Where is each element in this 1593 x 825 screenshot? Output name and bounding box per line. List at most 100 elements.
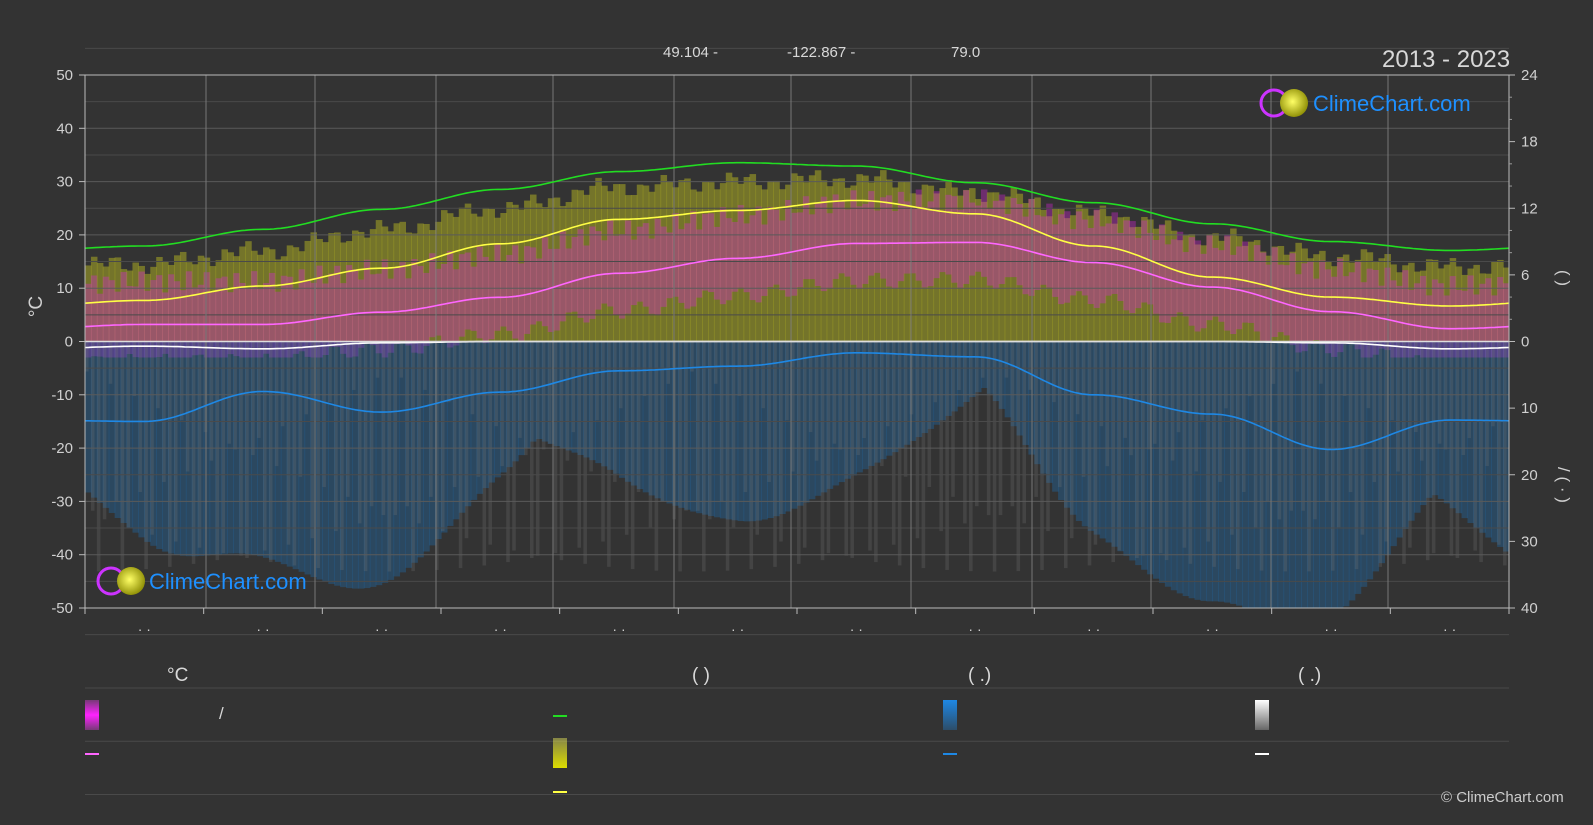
temp-range-strip: [446, 250, 454, 348]
sunshine-band-strip: [304, 240, 312, 342]
rain-strip: [144, 341, 151, 542]
rain-strip: [1099, 341, 1107, 539]
rain-strip: [423, 341, 430, 552]
snow-strip: [559, 341, 564, 561]
snow-strip: [642, 341, 647, 397]
logo-text[interactable]: ClimeChart.com: [1313, 91, 1471, 116]
snow-strip: [666, 341, 671, 384]
snow-strip: [743, 341, 748, 493]
temp-range-strip: [1420, 275, 1427, 358]
snow-strip: [1307, 341, 1311, 572]
rain-strip: [909, 341, 917, 441]
temp-range-strip: [530, 247, 537, 325]
sunshine-band-strip: [660, 175, 668, 342]
rain-strip: [227, 341, 234, 554]
snow-strip: [915, 341, 920, 539]
temp-range-strip: [108, 280, 116, 358]
snow-strip: [814, 341, 819, 461]
rain-strip: [1188, 341, 1196, 599]
rain-strip: [292, 341, 300, 570]
rain-strip: [951, 341, 958, 412]
sunshine-band-strip: [559, 206, 567, 342]
snow-strip: [1336, 341, 1341, 528]
rain-strip: [239, 341, 246, 554]
temp-range-strip: [702, 213, 709, 291]
sunshine-band-strip: [1158, 225, 1166, 342]
rain-strip: [1414, 341, 1421, 513]
rain-strip: [197, 341, 205, 556]
logo-text-bottom[interactable]: ClimeChart.com: [149, 569, 307, 594]
sunshine-band-strip: [785, 184, 792, 342]
sunshine-band-strip: [185, 262, 193, 342]
sunshine-band-strip: [891, 187, 899, 342]
sunshine-band-strip: [1366, 252, 1374, 342]
snow-strip: [773, 341, 777, 567]
snow-strip: [565, 341, 570, 461]
snow-strip: [1099, 341, 1104, 427]
temp-range-strip: [518, 263, 525, 341]
snow-strip: [85, 341, 89, 372]
y-tick-label-left: 30: [56, 174, 73, 191]
temp-range-strip: [951, 196, 958, 283]
sunshine-band-strip: [1064, 218, 1071, 342]
y-tick-label-right-hours: 24: [1521, 67, 1538, 84]
rain-strip: [1182, 341, 1190, 597]
temp-range-strip: [1366, 268, 1374, 358]
sunshine-band-strip: [114, 257, 122, 342]
temp-range-strip: [375, 273, 383, 354]
temp-range-strip: [814, 202, 822, 286]
temp-range-strip: [1064, 211, 1071, 303]
y-tick-label-left: -40: [51, 547, 73, 564]
sunshine-band-strip: [1135, 226, 1142, 342]
sunshine-band-strip: [630, 195, 638, 342]
sunshine-band-strip: [1461, 274, 1469, 342]
temp-range-strip: [1390, 280, 1397, 358]
sunshine-band-strip: [613, 184, 620, 342]
temp-range-strip: [1129, 221, 1136, 314]
sunshine-band-strip: [464, 203, 472, 342]
rain-strip: [488, 341, 495, 483]
temp-range-strip: [1372, 269, 1380, 355]
logo-top: [1259, 88, 1308, 118]
sunshine-band-strip: [500, 212, 507, 342]
sunshine-band-strip: [352, 230, 359, 342]
snow-strip: [1455, 341, 1460, 558]
rain-strip: [1105, 341, 1113, 543]
snow-strip: [1028, 341, 1032, 390]
sunshine-band-strip: [429, 230, 436, 342]
snow-strip: [1372, 341, 1377, 483]
temp-range-strip: [939, 210, 946, 273]
rain-strip: [1396, 341, 1403, 538]
snow-strip: [405, 341, 409, 507]
y-tick-label-right-hours: 0: [1521, 334, 1529, 351]
snow-strip: [316, 341, 320, 569]
sunshine-band-strip: [1420, 270, 1427, 342]
snow-strip: [298, 341, 303, 477]
sunshine-band-strip: [832, 178, 840, 342]
snow-strip: [1467, 341, 1472, 439]
sunshine-band-strip: [915, 194, 923, 342]
temp-range-strip: [678, 229, 685, 303]
rain-strip: [619, 341, 626, 478]
rain-strip: [975, 341, 982, 393]
rain-strip: [761, 341, 768, 520]
y-axis-label-right-top: ( ): [1554, 270, 1573, 286]
sunshine-band-strip: [909, 193, 917, 342]
longitude-text: -122.867 -: [787, 44, 856, 61]
sunshine-band-strip: [1075, 204, 1083, 342]
temp-range-strip: [654, 218, 662, 315]
legend-temp-range-swatch: [85, 700, 99, 730]
snow-strip: [1075, 341, 1080, 415]
rain-strip: [452, 341, 460, 520]
snow-strip: [1004, 341, 1009, 378]
copyright[interactable]: © ClimeChart.com: [1441, 789, 1564, 806]
sunshine-band-strip: [1081, 207, 1089, 342]
snow-strip: [381, 341, 386, 516]
y-tick-label-left: -20: [51, 440, 73, 457]
rain-strip: [624, 341, 632, 482]
sunshine-band-strip: [636, 184, 644, 342]
snow-strip: [90, 341, 95, 511]
rain-strip: [162, 341, 169, 552]
y-tick-label-right-precip: 10: [1521, 400, 1538, 417]
